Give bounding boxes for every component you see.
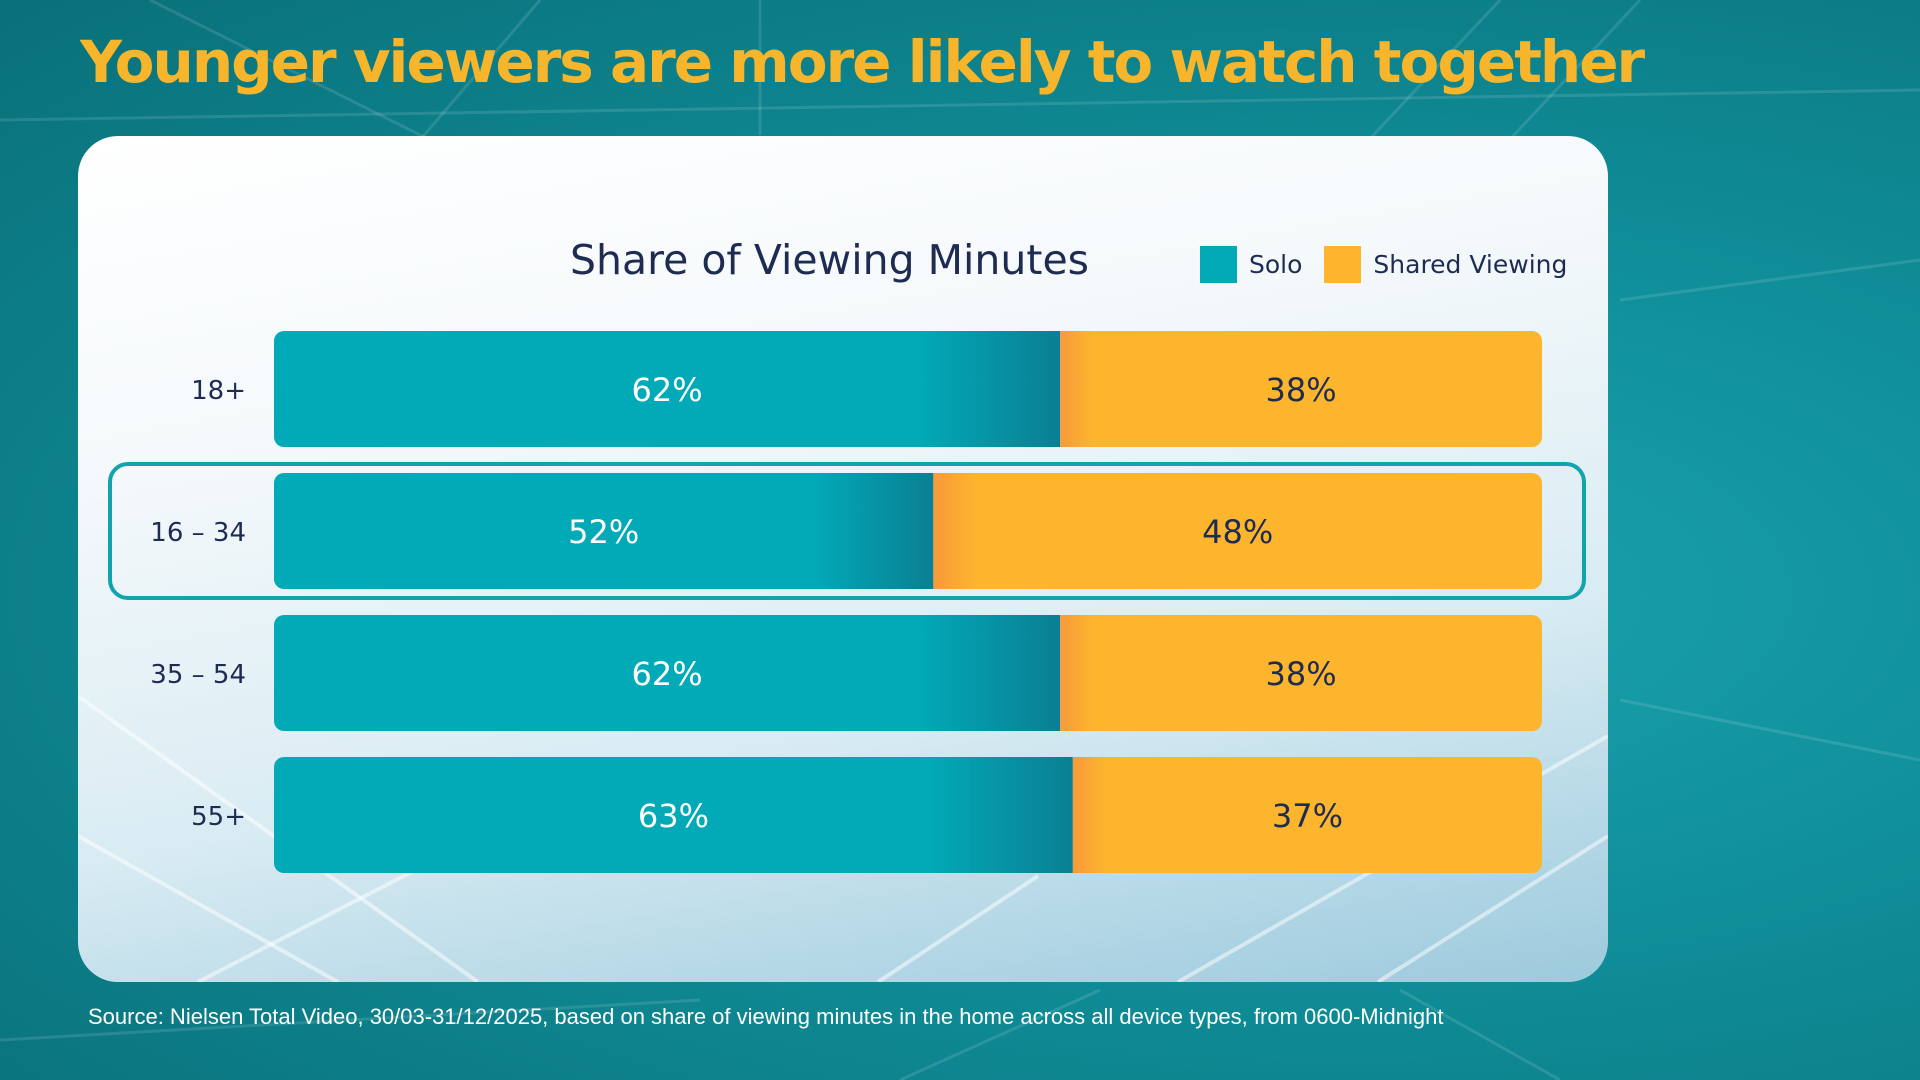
data-label-solo: 62% (632, 655, 703, 693)
stacked-bar-chart: 62% 38% 18+ 52% 48% 16 – 34 62% 38% 35 – 54 63% 37… (108, 331, 1586, 873)
data-label-shared: 37% (1272, 797, 1343, 835)
data-label-shared: 38% (1266, 371, 1337, 409)
data-label-shared: 48% (1202, 513, 1273, 551)
legend-swatch-solo (1200, 246, 1237, 283)
data-label-shared: 38% (1266, 655, 1337, 693)
source-note: Source: Nielsen Total Video, 30/03-31/12… (88, 1004, 1444, 1029)
legend: Solo Shared Viewing (1200, 246, 1589, 283)
bar-shared (1060, 331, 1542, 447)
bar-solo (274, 615, 1061, 731)
category-label: 35 – 54 (150, 660, 246, 690)
highlight-outline (108, 462, 1586, 600)
data-label-solo: 63% (638, 797, 709, 835)
bar-solo (274, 757, 1073, 873)
bar-group (274, 757, 1542, 873)
legend-swatch-shared (1324, 246, 1362, 283)
legend-label-solo: Solo (1249, 250, 1303, 279)
bar-shared (1060, 615, 1542, 731)
legend-item-shared: Shared Viewing (1324, 246, 1567, 283)
chart-title: Share of Viewing Minutes (570, 236, 1090, 284)
bar-group (274, 615, 1542, 731)
bar-solo (274, 473, 934, 589)
category-label: 16 – 34 (150, 518, 246, 548)
bar-shared (1072, 757, 1542, 873)
bar-shared (933, 473, 1542, 589)
chart-card: Share of Viewing Minutes Solo Shared Vie… (78, 136, 1608, 982)
headline: Younger viewers are more likely to watch… (80, 28, 1645, 96)
bar-solo (274, 331, 1061, 447)
data-label-solo: 62% (632, 371, 703, 409)
bar-group (274, 331, 1542, 447)
bar-group (274, 473, 1542, 589)
category-label: 18+ (191, 376, 246, 406)
legend-label-shared: Shared Viewing (1373, 250, 1568, 279)
category-label: 55+ (191, 802, 246, 832)
data-label-solo: 52% (568, 513, 639, 551)
legend-item-solo: Solo (1200, 246, 1302, 283)
